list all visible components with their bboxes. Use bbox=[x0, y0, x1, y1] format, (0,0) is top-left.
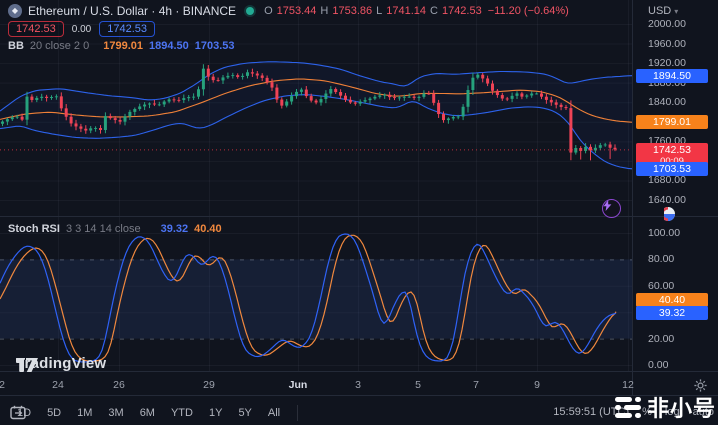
time-tick-label: 2 bbox=[0, 379, 5, 391]
stoch-tag: 40.40 bbox=[636, 293, 708, 307]
range-button-1y[interactable]: 1Y bbox=[208, 407, 223, 419]
status-bar: 15:59:51 (UTC) % log auto bbox=[553, 406, 714, 418]
close-value: 1742.53 bbox=[441, 5, 482, 17]
time-tick-label: 24 bbox=[52, 379, 64, 391]
currency-label: USD bbox=[648, 5, 672, 17]
percent-scale-button[interactable]: % bbox=[642, 406, 652, 418]
stoch-k-value: 39.32 bbox=[160, 223, 189, 235]
range-toolbar: 1D 5D 1M 3M 6M YTD 1Y 5Y All bbox=[10, 405, 308, 421]
stoch-name: Stoch RSI bbox=[8, 223, 60, 235]
gear-icon bbox=[694, 379, 707, 392]
time-tick-label: 12 bbox=[622, 379, 634, 391]
time-tick-label: 5 bbox=[415, 379, 421, 391]
stoch-d-value: 40.40 bbox=[194, 223, 222, 235]
instant-order-lightning-button[interactable] bbox=[602, 199, 621, 218]
feixiaohao-logo-icon bbox=[614, 396, 641, 418]
price-tag: 1894.50 bbox=[636, 68, 708, 83]
stoch-tick-label: 100.00 bbox=[648, 227, 681, 239]
time-tick-label: 3 bbox=[355, 379, 361, 391]
ethereum-icon: ◆ bbox=[8, 4, 22, 18]
price-tick-label: 1640.00 bbox=[648, 194, 686, 207]
price-tick-label: 1680.00 bbox=[648, 174, 686, 187]
spread-value: 0.00 bbox=[71, 23, 92, 35]
range-button-5y[interactable]: 5Y bbox=[238, 407, 252, 419]
time-tick-label: 29 bbox=[203, 379, 215, 391]
market-open-dot-icon bbox=[246, 7, 255, 15]
price-tick-label: 2000.00 bbox=[648, 18, 686, 30]
countdown-timer: 00:09 bbox=[636, 156, 708, 168]
stoch-params: 3 3 14 14 close bbox=[65, 223, 141, 235]
price-tick-label: 1840.00 bbox=[648, 96, 686, 109]
clock[interactable]: 15:59:51 (UTC) bbox=[553, 406, 630, 418]
tradingview-logo-icon bbox=[16, 358, 38, 372]
range-button-all[interactable]: All bbox=[267, 407, 281, 419]
coin-marker-icon bbox=[664, 206, 676, 222]
range-button-1m[interactable]: 1M bbox=[77, 407, 93, 419]
bb-lower-value: 1703.53 bbox=[194, 40, 235, 52]
feixiaohao-watermark: 非小号 bbox=[614, 391, 716, 423]
tradingview-logo-text: TradingView bbox=[16, 355, 107, 372]
time-tick-label: Jun bbox=[288, 379, 308, 391]
price-tag: 1799.01 bbox=[636, 115, 708, 130]
symbol-title: Ethereum / U.S. Dollar · 4h · BINANCE bbox=[28, 4, 237, 18]
lightning-icon bbox=[603, 200, 612, 211]
stoch-tick-label: 20.00 bbox=[648, 332, 675, 345]
close-label: C bbox=[430, 5, 438, 17]
range-button-ytd[interactable]: YTD bbox=[170, 407, 193, 419]
auto-scale-button[interactable]: auto bbox=[692, 406, 714, 418]
bb-legend[interactable]: BB 20 close 2 0 1799.01 1894.50 1703.53 bbox=[8, 40, 235, 52]
tradingview-logo[interactable]: TradingView bbox=[16, 355, 106, 372]
price-tag: 1703.53 bbox=[636, 161, 708, 176]
time-tick-label: 26 bbox=[113, 379, 125, 391]
calendar-icon bbox=[10, 405, 26, 420]
open-value: 1753.44 bbox=[276, 5, 317, 17]
watermark-text: 非小号 bbox=[646, 396, 716, 421]
price-scale[interactable]: USD ▾ 2000.00 1960.00 1920.00 1880.00 1840.0… bbox=[632, 0, 718, 396]
time-tick-label: 9 bbox=[534, 379, 540, 391]
toolbar-divider bbox=[297, 405, 299, 421]
symbol-legend[interactable]: ◆ Ethereum / U.S. Dollar · 4h · BINANCE … bbox=[8, 4, 569, 18]
currency-selector[interactable]: USD ▾ bbox=[648, 5, 678, 17]
stoch-tick-label: 80.00 bbox=[648, 253, 675, 266]
stoch-tick-label: 60.00 bbox=[648, 279, 675, 292]
bb-basis-value: 1799.01 bbox=[103, 40, 143, 52]
high-value: 1753.86 bbox=[332, 5, 373, 17]
price-tick-label: 1960.00 bbox=[648, 37, 686, 50]
range-button-3m[interactable]: 3M bbox=[108, 407, 124, 419]
range-button-6m[interactable]: 6M bbox=[139, 407, 155, 419]
bb-params: 20 close 2 0 bbox=[29, 40, 90, 52]
high-label: H bbox=[320, 5, 329, 17]
low-label: L bbox=[376, 5, 383, 17]
change-value: −11.20 (−0.64%) bbox=[487, 5, 569, 17]
trade-buttons: 1742.53 0.00 1742.53 bbox=[8, 21, 155, 37]
range-button-1d[interactable]: 1D bbox=[17, 407, 32, 419]
stoch-rsi-legend[interactable]: Stoch RSI 3 3 14 14 close 39.32 40.40 bbox=[8, 223, 222, 235]
range-button-5d[interactable]: 5D bbox=[47, 407, 62, 419]
chevron-down-icon: ▾ bbox=[674, 7, 679, 16]
time-tick-label: 7 bbox=[473, 379, 479, 391]
stoch-tick-label: 0.00 bbox=[648, 359, 669, 371]
open-label: O bbox=[264, 5, 273, 17]
ohlc-values: O 1753.44 H 1753.86 L 1741.14 C 1742.53 bbox=[264, 5, 482, 17]
buy-button[interactable]: 1742.53 bbox=[99, 21, 155, 37]
low-value: 1741.14 bbox=[386, 5, 426, 17]
stoch-tag: 39.32 bbox=[636, 306, 708, 320]
log-scale-button[interactable]: log bbox=[664, 406, 680, 418]
bb-name: BB bbox=[8, 40, 24, 52]
bb-upper-value: 1894.50 bbox=[148, 40, 189, 52]
sell-button[interactable]: 1742.53 bbox=[8, 21, 64, 37]
price-tick-label: 1920.00 bbox=[648, 57, 686, 70]
